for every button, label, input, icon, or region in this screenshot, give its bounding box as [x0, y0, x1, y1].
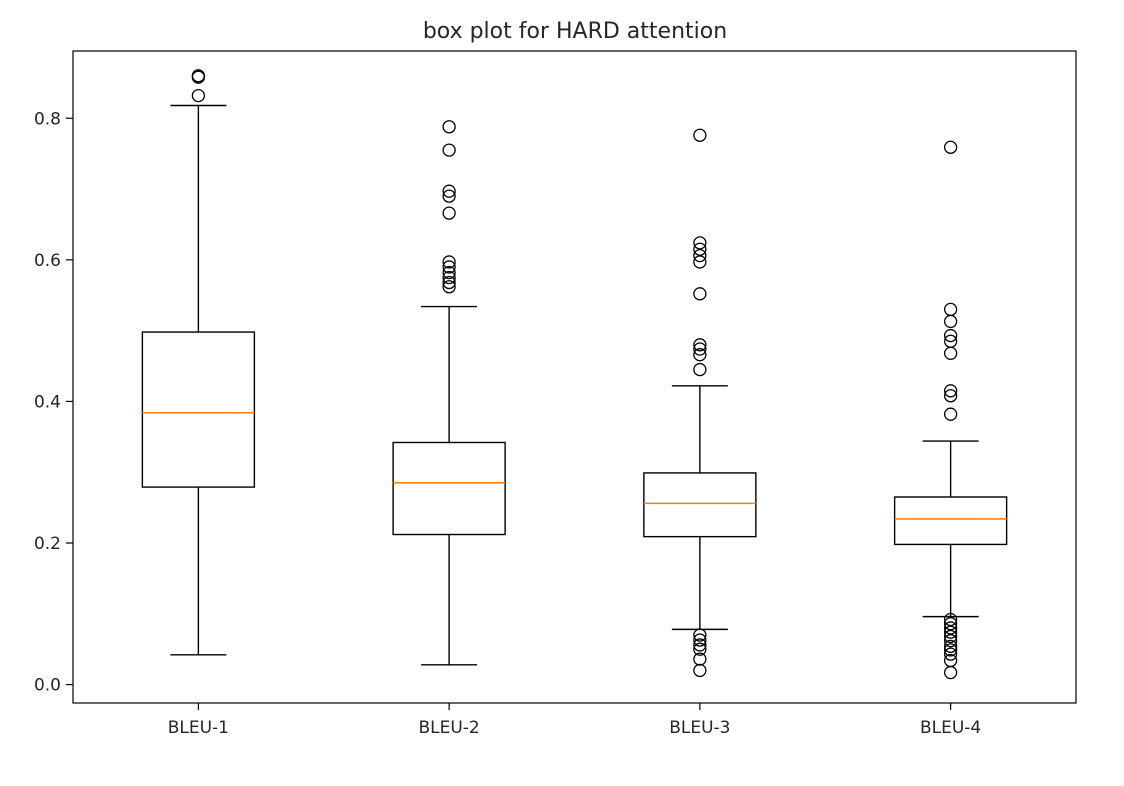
outlier-point — [693, 342, 707, 356]
outlier-point — [693, 628, 707, 642]
x-tick-label: BLEU-1 — [168, 718, 229, 738]
outlier-point — [943, 643, 958, 657]
outlier-point — [943, 314, 958, 329]
outlier-point — [693, 287, 707, 301]
outlier-point — [943, 625, 958, 639]
y-tick-label: 0.0 — [34, 676, 61, 696]
outlier-point — [943, 334, 958, 348]
y-tick-label: 0.4 — [34, 392, 61, 412]
y-tick-label: 0.8 — [34, 109, 61, 129]
outlier-point — [693, 255, 707, 269]
outlier-point — [442, 143, 456, 157]
outlier-point — [693, 338, 707, 352]
outlier-point — [442, 206, 456, 220]
outlier-point — [943, 612, 958, 627]
x-tick-label: BLEU-4 — [920, 718, 981, 738]
plot-area-frame — [72, 50, 1077, 704]
chart-title: box plot for HARD attention — [423, 19, 727, 44]
box-iqr — [643, 472, 757, 538]
chart-marks — [141, 69, 1008, 680]
outlier-point — [693, 236, 707, 250]
outlier-point — [943, 407, 958, 421]
chart-axes: 0.0 0.2 0.4 0.6 0.8 BLEU-1 BLEU-2 BLEU-3 BLEU-4 — [34, 109, 981, 738]
outlier-point — [943, 665, 958, 680]
outlier-point — [693, 633, 707, 647]
outlier-point — [943, 617, 958, 631]
outlier-point — [442, 275, 456, 290]
outlier-point — [442, 189, 456, 203]
outlier-point — [943, 647, 958, 661]
outlier-point — [191, 69, 206, 83]
outlier-point — [442, 265, 456, 280]
outlier-point — [442, 184, 456, 198]
box-group-bleu-4 — [893, 140, 1008, 680]
outlier-point — [442, 280, 456, 294]
outlier-point — [943, 389, 958, 403]
outlier-point — [693, 248, 707, 263]
y-tick-label: 0.6 — [34, 251, 61, 271]
box-group-bleu-2 — [392, 120, 506, 666]
box-iqr — [893, 496, 1008, 546]
outlier-point — [943, 346, 958, 360]
box-iqr — [392, 441, 506, 536]
outlier-point — [943, 634, 958, 648]
outlier-point — [943, 621, 958, 635]
outlier-point — [693, 638, 707, 652]
outlier-point — [943, 328, 958, 343]
outlier-point — [943, 639, 958, 654]
outlier-point — [693, 663, 707, 678]
box-iqr — [141, 331, 256, 488]
outlier-point — [693, 652, 707, 666]
outlier-point — [191, 88, 206, 103]
outlier-point — [943, 629, 958, 644]
x-tick-label: BLEU-2 — [418, 718, 479, 738]
y-tick-label: 0.2 — [34, 534, 61, 554]
outlier-point — [442, 255, 456, 269]
outlier-point — [693, 362, 707, 377]
x-tick-label: BLEU-3 — [669, 718, 730, 738]
outlier-point — [693, 348, 707, 362]
outlier-point — [442, 270, 456, 285]
outlier-point — [693, 642, 707, 656]
outlier-point — [693, 242, 707, 256]
outlier-point — [693, 128, 707, 142]
outlier-point — [943, 653, 958, 668]
outlier-point — [442, 120, 456, 134]
outlier-point — [943, 140, 958, 154]
outlier-point — [943, 302, 958, 317]
box-group-bleu-3 — [643, 128, 757, 678]
outlier-point — [442, 260, 456, 274]
outlier-point — [943, 384, 958, 398]
box-group-bleu-1 — [141, 69, 256, 656]
